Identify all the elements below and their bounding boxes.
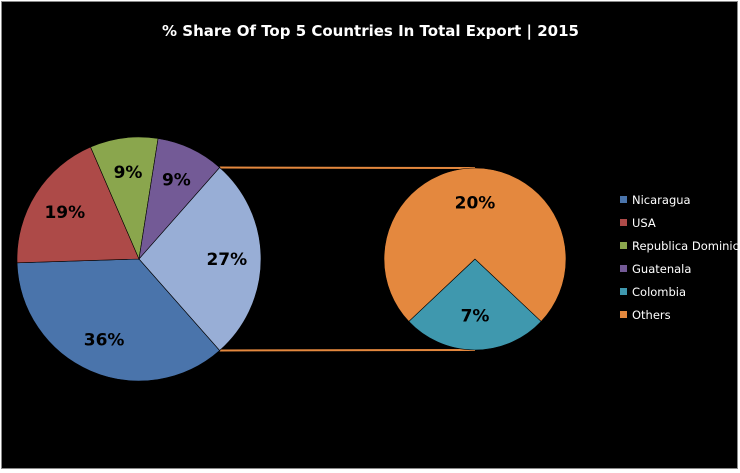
- legend-item-usa: USA: [620, 211, 740, 234]
- legend-label-nicaragua: Nicaragua: [632, 192, 691, 207]
- legend-label-colombia: Colombia: [632, 284, 687, 299]
- legend: Nicaragua USA Republica Dominicana Guatenal…: [620, 188, 740, 326]
- legend-swatch-others: [620, 311, 627, 318]
- secondary-pie: 7% 20%: [383, 167, 567, 351]
- connector-line-bottom: [219, 349, 476, 352]
- legend-swatch-nicaragua: [620, 196, 627, 203]
- legend-item-colombia: Colombia: [620, 280, 740, 303]
- legend-swatch-republica-dominicana: [620, 242, 627, 249]
- main-pie-label-usa: 19%: [44, 203, 85, 223]
- secondary-pie-label-colombia: 7%: [461, 306, 490, 326]
- secondary-pie-label-others: 20%: [455, 194, 496, 214]
- main-pie-slice-other-split: [138, 167, 262, 351]
- legend-label-guatenala: Guatenala: [632, 261, 692, 276]
- main-pie-label-republica-dominicana: 9%: [114, 163, 143, 183]
- legend-label-others: Others: [632, 307, 671, 322]
- main-pie-label-other-split: 27%: [206, 250, 247, 270]
- legend-label-republica-dominicana: Republica Dominicana: [632, 238, 740, 253]
- main-pie: 36% 19% 9% 9% 27%: [16, 136, 262, 382]
- legend-item-others: Others: [620, 303, 740, 326]
- main-pie-slice-usa: [16, 146, 140, 264]
- legend-item-republica-dominicana: Republica Dominicana: [620, 234, 740, 257]
- connector-lines: [219, 166, 476, 352]
- legend-label-usa: USA: [632, 215, 656, 230]
- secondary-pie-slice-colombia: [408, 258, 542, 351]
- legend-swatch-guatenala: [620, 265, 627, 272]
- legend-item-nicaragua: Nicaragua: [620, 188, 740, 211]
- legend-item-guatenala: Guatenala: [620, 257, 740, 280]
- connector-line-top: [219, 166, 476, 169]
- main-pie-slice-nicaragua: [16, 258, 221, 382]
- legend-swatch-usa: [620, 219, 627, 226]
- secondary-pie-slice-others: [383, 167, 567, 322]
- main-pie-label-guatenala: 9%: [162, 171, 191, 191]
- chart-title: % Share Of Top 5 Countries In Total Expo…: [162, 22, 579, 40]
- main-pie-label-nicaragua: 36%: [84, 331, 125, 351]
- legend-swatch-colombia: [620, 288, 627, 295]
